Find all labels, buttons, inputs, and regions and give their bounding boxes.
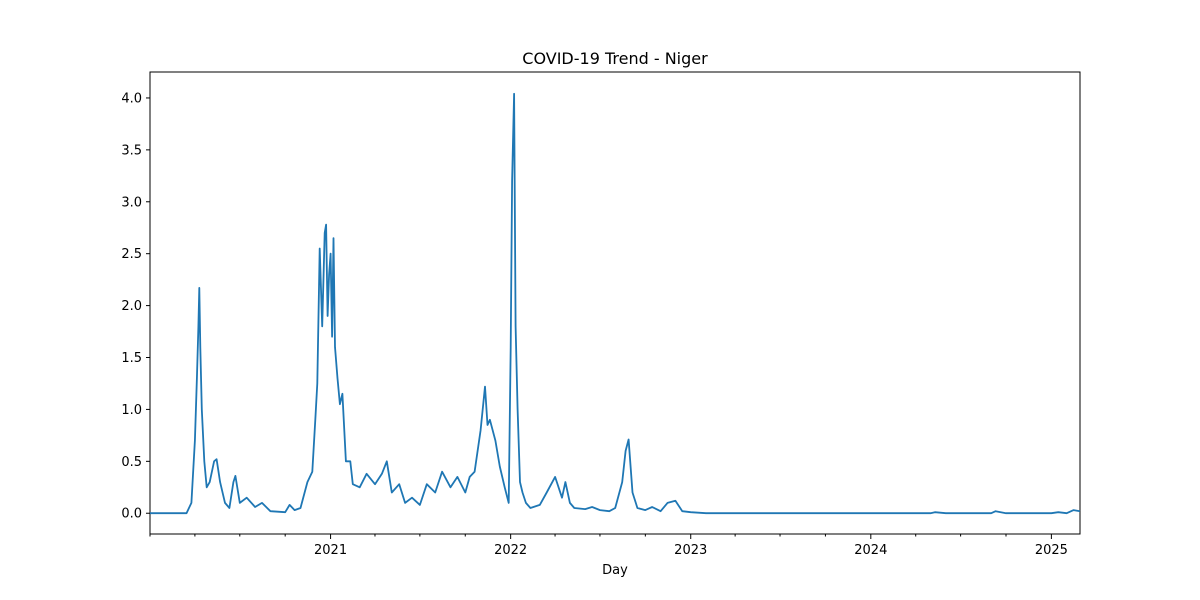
x-axis: 2021 2022 2023 2024 2025 <box>149 534 1068 558</box>
y-tick-label: 1.0 <box>121 403 142 418</box>
y-tick-label: 0.5 <box>121 455 142 470</box>
chart-title: COVID-19 Trend - Niger <box>522 49 708 68</box>
y-tick-label: 2.0 <box>121 299 142 314</box>
y-tick-label: 4.0 <box>121 91 142 106</box>
y-tick-label: 2.5 <box>121 247 142 262</box>
y-tick-label: 3.0 <box>121 195 142 210</box>
series-line <box>150 92 1081 515</box>
x-tick-label: 2024 <box>854 543 887 558</box>
y-tick-label: 1.5 <box>121 351 142 366</box>
y-tick-label: 3.5 <box>121 143 142 158</box>
x-axis-label: Day <box>602 563 628 578</box>
y-tick-label: 0.0 <box>121 507 142 522</box>
series-layer <box>150 92 1081 515</box>
plot-frame <box>149 71 1081 535</box>
x-tick-label: 2023 <box>674 543 707 558</box>
x-tick-label: 2021 <box>314 543 347 558</box>
x-tick-label: 2025 <box>1035 543 1068 558</box>
y-axis: 0.0 0.5 1.0 1.5 2.0 2.5 3.0 3.5 4.0 <box>121 91 150 522</box>
x-tick-label: 2022 <box>494 543 527 558</box>
